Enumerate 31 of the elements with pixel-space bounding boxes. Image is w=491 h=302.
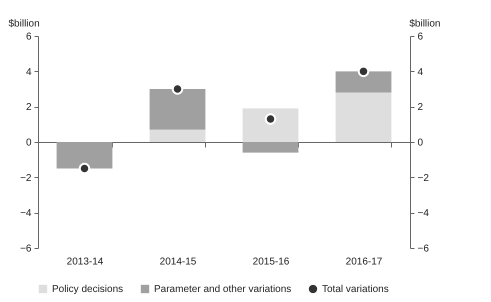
y2-tick-label: −4 <box>418 208 430 220</box>
x-tick-label: 2013-14 <box>66 256 104 268</box>
y2-tick-label: 6 <box>418 32 424 42</box>
legend-label: Policy decisions <box>52 284 124 295</box>
bar <box>150 89 206 130</box>
legend-label: Total variations <box>322 284 389 295</box>
bar <box>242 142 298 153</box>
y-tick-label: 0 <box>26 138 32 148</box>
y-tick-label: 6 <box>26 32 32 42</box>
x-tick-label: 2014-15 <box>160 256 197 268</box>
bar <box>56 142 112 168</box>
bar <box>336 92 392 142</box>
y-axis-title: $billion <box>8 18 40 30</box>
y2-tick-label: 2 <box>418 102 424 114</box>
y2-axis-title: $billion <box>409 18 440 30</box>
bar <box>336 71 392 93</box>
y2-tick-label: 0 <box>418 138 424 148</box>
bar <box>150 130 206 142</box>
bar <box>242 108 298 142</box>
y-tick-label: 4 <box>26 66 32 78</box>
y-tick-label: −2 <box>20 172 32 184</box>
point <box>264 113 276 125</box>
y-tick-label: −6 <box>20 244 32 254</box>
x-tick-label: 2016-17 <box>346 256 383 268</box>
y2-tick-label: −6 <box>418 244 430 254</box>
y2-tick-label: 4 <box>418 66 424 78</box>
legend-label: Parameter and other variations <box>154 284 292 295</box>
y-tick-label: −4 <box>20 208 32 220</box>
y-tick-label: 2 <box>26 102 32 114</box>
y2-tick-label: −2 <box>418 172 430 184</box>
x-tick-label: 2015-16 <box>252 256 290 268</box>
